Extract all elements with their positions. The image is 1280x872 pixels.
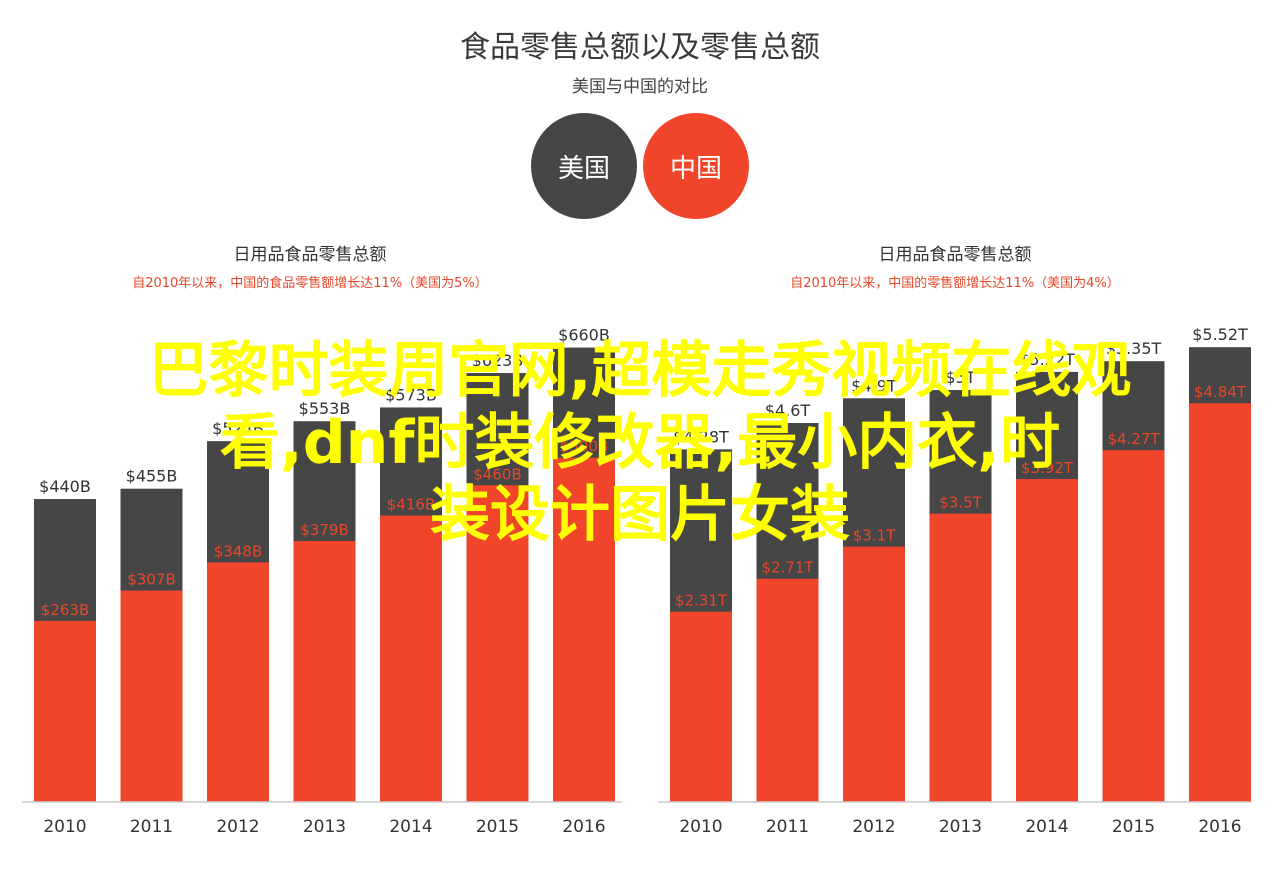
overlay-watermark-text: 巴黎时装周官网,超模走秀视频在线观 看,dnf时装修改器,最小内衣,时 装设计图… xyxy=(20,335,1260,551)
overlay-line-2: 看,dnf时装修改器,最小内衣,时 xyxy=(219,408,1061,478)
bar-food-0-4 xyxy=(380,515,442,802)
bar-food-0-6 xyxy=(553,457,615,802)
x-tick-1-5: 2015 xyxy=(1112,817,1155,837)
bar-food-0-5 xyxy=(466,485,529,802)
legend-cn: 中国 xyxy=(643,113,749,219)
data-label-total-0-3: $553B xyxy=(299,399,351,418)
x-tick-0-6: 2016 xyxy=(562,817,605,837)
data-label-food-0-5: $460B xyxy=(473,465,521,483)
data-label-food-1-6: $4.84T xyxy=(1194,383,1247,401)
data-label-total-1-1: $4.6T xyxy=(765,401,811,420)
data-label-total-0-0: $440B xyxy=(39,477,91,496)
bar-food-1-0 xyxy=(670,611,732,802)
data-label-total-0-5: $623B xyxy=(472,351,524,370)
x-tick-1-1: 2011 xyxy=(766,817,809,837)
data-label-total-0-1: $455B xyxy=(126,467,178,486)
data-label-total-0-2: $524B xyxy=(212,419,264,438)
x-tick-1-0: 2010 xyxy=(679,817,722,837)
chart-subtitle: 美国与中国的对比 xyxy=(572,77,708,97)
overlay-line-1: 巴黎时装周官网,超模走秀视频在线观 xyxy=(148,336,1132,406)
data-label-food-1-3: $3.5T xyxy=(939,494,982,512)
data-label-food-1-4: $3.92T xyxy=(1021,459,1074,477)
bar-food-1-3 xyxy=(929,513,992,802)
x-tick-1-2: 2012 xyxy=(852,817,895,837)
x-tick-1-3: 2013 xyxy=(939,817,982,837)
x-tick-0-5: 2015 xyxy=(476,817,519,837)
bar-food-1-6 xyxy=(1189,403,1251,802)
data-label-food-0-2: $348B xyxy=(214,542,262,560)
bar-food-1-5 xyxy=(1102,450,1165,802)
right-panel-subtitle: 自2010年以来，中国的零售额增长达11%（美国为4%） xyxy=(790,276,1120,291)
chart-title: 食品零售总额以及零售总额 xyxy=(460,30,820,65)
bar-food-0-0 xyxy=(34,620,96,802)
data-label-total-1-0: $4.28T xyxy=(673,427,729,446)
data-label-total-1-2: $4.9T xyxy=(851,376,897,395)
data-label-total-1-3: $5T xyxy=(945,368,975,387)
x-tick-0-2: 2012 xyxy=(216,817,259,837)
legend-us: 美国 xyxy=(531,113,637,219)
data-label-food-1-1: $2.71T xyxy=(761,559,814,577)
bar-food-0-2 xyxy=(207,562,269,802)
data-label-food-0-1: $307B xyxy=(127,571,175,589)
left-panel-subtitle: 自2010年以来，中国的食品零售额增长达11%（美国为5%） xyxy=(132,276,488,291)
data-label-food-0-0: $263B xyxy=(41,601,89,619)
bar-food-0-3 xyxy=(293,541,356,802)
x-tick-0-4: 2014 xyxy=(389,817,432,837)
data-label-food-1-0: $2.31T xyxy=(675,592,728,610)
bar-food-1-2 xyxy=(843,546,905,802)
data-label-total-1-5: $5.35T xyxy=(1106,339,1162,358)
bar-food-1-4 xyxy=(1016,479,1078,802)
data-label-food-1-5: $4.27T xyxy=(1107,430,1160,448)
data-label-food-0-6: $500B xyxy=(560,438,608,456)
data-label-food-0-4: $416B xyxy=(387,496,435,514)
x-tick-1-4: 2014 xyxy=(1025,817,1068,837)
left-panel-title: 日用品食品零售总额 xyxy=(233,245,387,265)
x-tick-0-0: 2010 xyxy=(43,817,86,837)
data-label-total-1-6: $5.52T xyxy=(1192,325,1248,344)
bar-food-1-1 xyxy=(756,578,819,802)
data-label-total-0-4: $573B xyxy=(385,385,437,404)
data-label-food-1-2: $3.1T xyxy=(853,527,896,545)
data-label-total-1-4: $5.22T xyxy=(1019,350,1075,369)
data-label-total-0-6: $660B xyxy=(558,326,610,345)
x-tick-0-1: 2011 xyxy=(130,817,173,837)
x-tick-0-3: 2013 xyxy=(303,817,346,837)
x-tick-1-6: 2016 xyxy=(1198,817,1241,837)
data-label-food-0-3: $379B xyxy=(300,521,348,539)
right-panel-title: 日用品食品零售总额 xyxy=(878,245,1032,265)
overlay-line-3: 装设计图片女装 xyxy=(430,480,850,550)
bar-food-0-1 xyxy=(120,590,183,802)
